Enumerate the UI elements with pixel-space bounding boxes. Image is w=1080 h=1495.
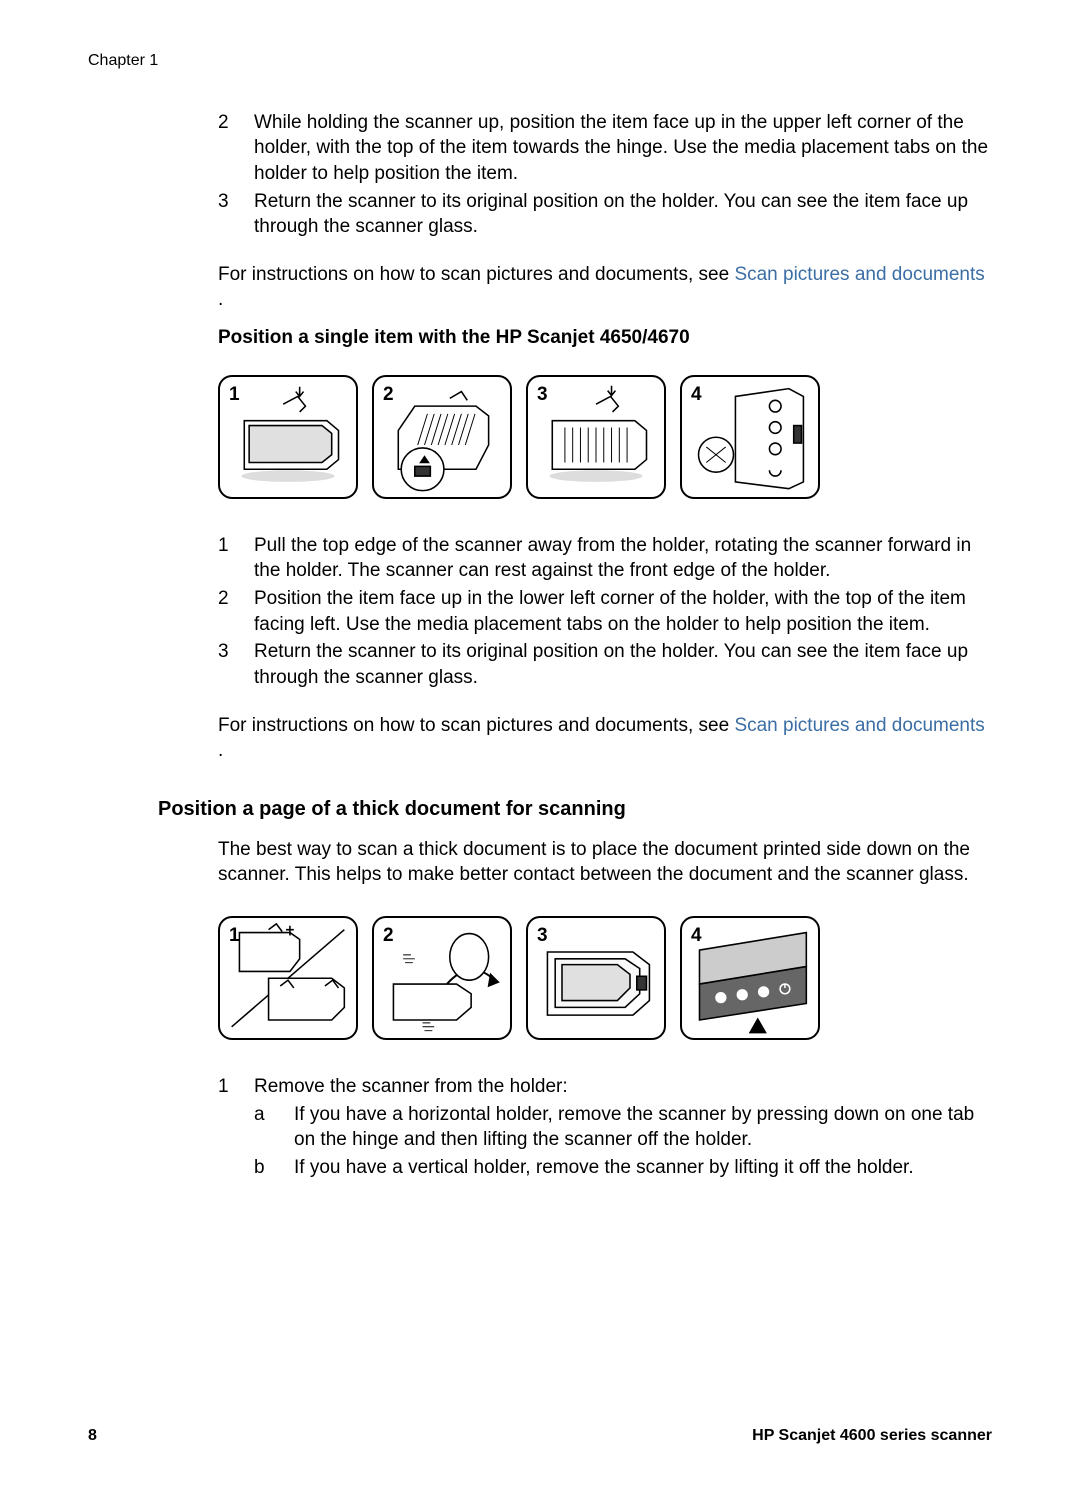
scanner-position-icon (374, 377, 510, 497)
flip-scanner-icon (374, 918, 510, 1038)
instruction-paragraph: For instructions on how to scan pictures… (218, 713, 992, 764)
step-item: 1 Remove the scanner from the holder: (218, 1074, 992, 1100)
figure-panel: 3 (526, 916, 666, 1040)
step-text: Return the scanner to its original posit… (254, 189, 992, 240)
figure-panel: 1 (218, 916, 358, 1040)
step-text: Return the scanner to its original posit… (254, 639, 992, 690)
step-number: 1 (218, 1074, 254, 1100)
step-text: Pull the top edge of the scanner away fr… (254, 533, 992, 584)
step-number: 1 (218, 533, 254, 584)
scan-link[interactable]: Scan pictures and documents (734, 264, 984, 285)
figure-panel: 2 (372, 375, 512, 499)
chapter-header: Chapter 1 (88, 50, 992, 72)
footer-title: HP Scanjet 4600 series scanner (752, 1425, 992, 1447)
place-document-icon (528, 918, 664, 1038)
instr-prefix: For instructions on how to scan pictures… (218, 715, 734, 736)
step-item: 3 Return the scanner to its original pos… (218, 639, 992, 690)
figure-panel: 4 (680, 375, 820, 499)
figure-panel: 1 (218, 375, 358, 499)
step-text: Position the item face up in the lower l… (254, 586, 992, 637)
step-number: 3 (218, 639, 254, 690)
figure-row-2: 1 2 (218, 916, 992, 1040)
section-heading-thick: Position a page of a thick document for … (158, 796, 992, 823)
instr-suffix: . (218, 289, 223, 310)
scanner-buttons-row-icon (682, 918, 818, 1038)
substep-letter: b (254, 1155, 294, 1181)
figure-panel: 2 (372, 916, 512, 1040)
step-number: 2 (218, 110, 254, 187)
content-block-bottom: The best way to scan a thick document is… (218, 837, 992, 1181)
instr-suffix: . (218, 740, 223, 761)
step-text: While holding the scanner up, position t… (254, 110, 992, 187)
section2-paragraph: The best way to scan a thick document is… (218, 837, 992, 888)
step-item: 2 Position the item face up in the lower… (218, 586, 992, 637)
step-item: 3 Return the scanner to its original pos… (218, 189, 992, 240)
substep-item: b If you have a vertical holder, remove … (254, 1155, 992, 1181)
figure-panel: 3 (526, 375, 666, 499)
scanner-lift-icon (220, 377, 356, 497)
subheading-4650: Position a single item with the HP Scanj… (218, 325, 992, 351)
step-item: 1 Pull the top edge of the scanner away … (218, 533, 992, 584)
figure-panel: 4 (680, 916, 820, 1040)
page-footer: 8 HP Scanjet 4600 series scanner (88, 1425, 992, 1447)
remove-scanner-icon (220, 918, 356, 1038)
page-number: 8 (88, 1425, 97, 1447)
step-number: 2 (218, 586, 254, 637)
content-block-top: 2 While holding the scanner up, position… (218, 110, 992, 764)
scanner-buttons-icon (682, 377, 818, 497)
figure-row-1: 1 2 (218, 375, 992, 499)
scan-link[interactable]: Scan pictures and documents (734, 715, 984, 736)
scanner-return-icon (528, 377, 664, 497)
substep-item: a If you have a horizontal holder, remov… (254, 1102, 992, 1153)
instruction-paragraph: For instructions on how to scan pictures… (218, 262, 992, 313)
substep-text: If you have a horizontal holder, remove … (294, 1102, 992, 1153)
step-text: Remove the scanner from the holder: (254, 1074, 992, 1100)
step-number: 3 (218, 189, 254, 240)
substep-text: If you have a vertical holder, remove th… (294, 1155, 992, 1181)
instr-prefix: For instructions on how to scan pictures… (218, 264, 734, 285)
substep-letter: a (254, 1102, 294, 1153)
step-item: 2 While holding the scanner up, position… (218, 110, 992, 187)
